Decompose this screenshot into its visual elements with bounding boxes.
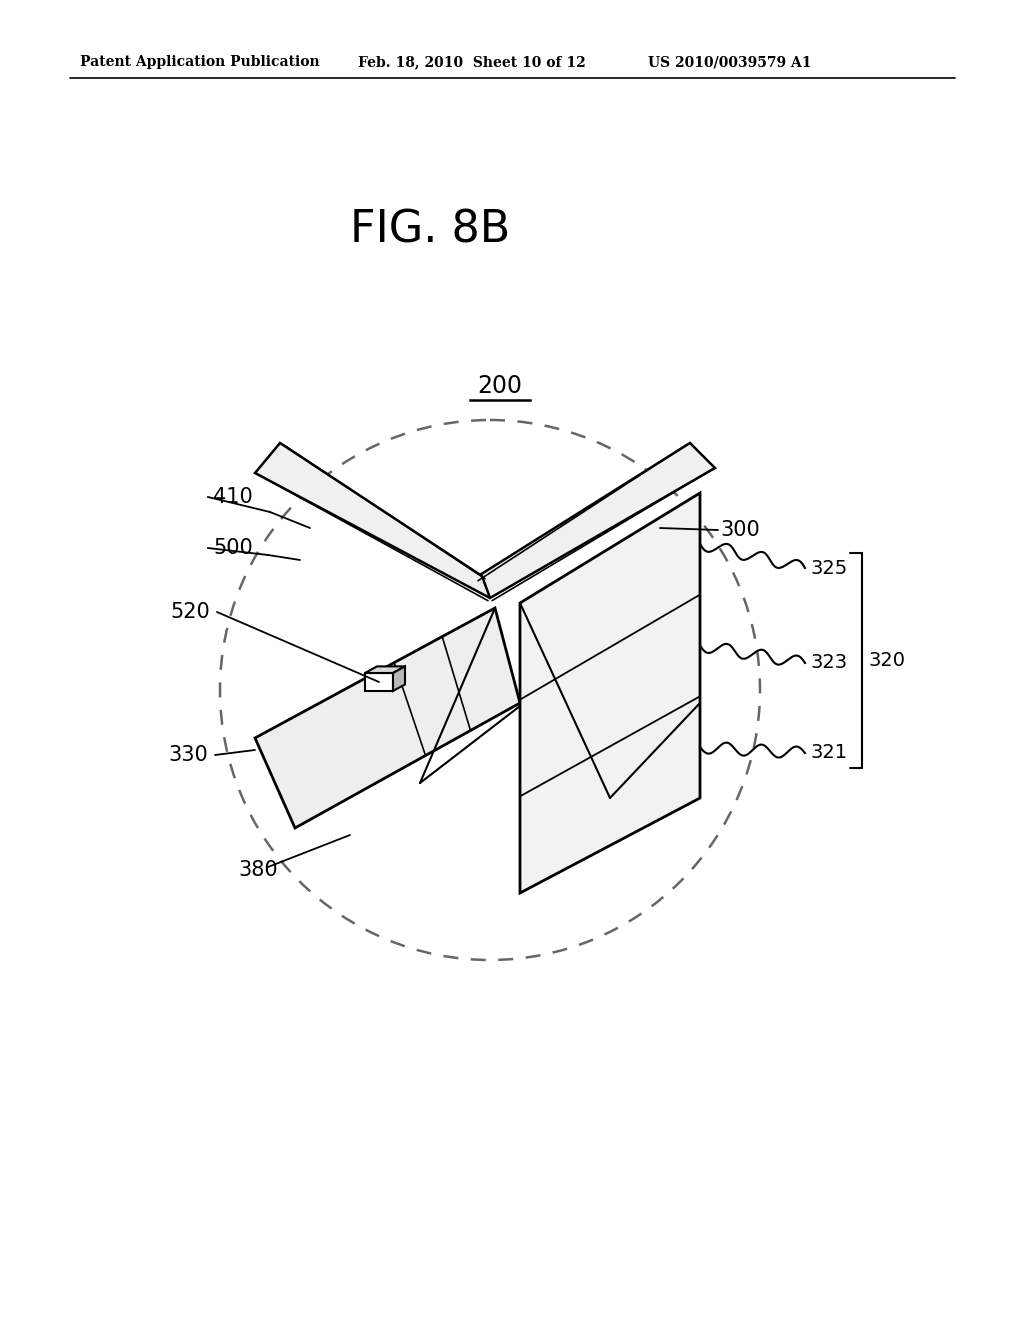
Text: 321: 321 bbox=[810, 743, 847, 763]
Polygon shape bbox=[365, 673, 393, 690]
Text: 410: 410 bbox=[213, 487, 253, 507]
Text: FIG. 8B: FIG. 8B bbox=[350, 209, 510, 252]
Polygon shape bbox=[520, 492, 700, 894]
Text: 320: 320 bbox=[868, 651, 905, 671]
Text: US 2010/0039579 A1: US 2010/0039579 A1 bbox=[648, 55, 811, 69]
Polygon shape bbox=[365, 667, 406, 673]
Polygon shape bbox=[393, 667, 406, 690]
Text: 325: 325 bbox=[810, 558, 847, 578]
Text: 323: 323 bbox=[810, 653, 847, 672]
Text: 300: 300 bbox=[720, 520, 760, 540]
Polygon shape bbox=[255, 444, 490, 598]
Polygon shape bbox=[475, 444, 715, 598]
Text: Patent Application Publication: Patent Application Publication bbox=[80, 55, 319, 69]
Text: 330: 330 bbox=[168, 744, 208, 766]
Polygon shape bbox=[255, 609, 520, 828]
Text: 500: 500 bbox=[213, 539, 253, 558]
Text: 200: 200 bbox=[477, 374, 522, 399]
Text: 380: 380 bbox=[238, 861, 278, 880]
Text: 520: 520 bbox=[170, 602, 210, 622]
Text: Feb. 18, 2010  Sheet 10 of 12: Feb. 18, 2010 Sheet 10 of 12 bbox=[358, 55, 586, 69]
